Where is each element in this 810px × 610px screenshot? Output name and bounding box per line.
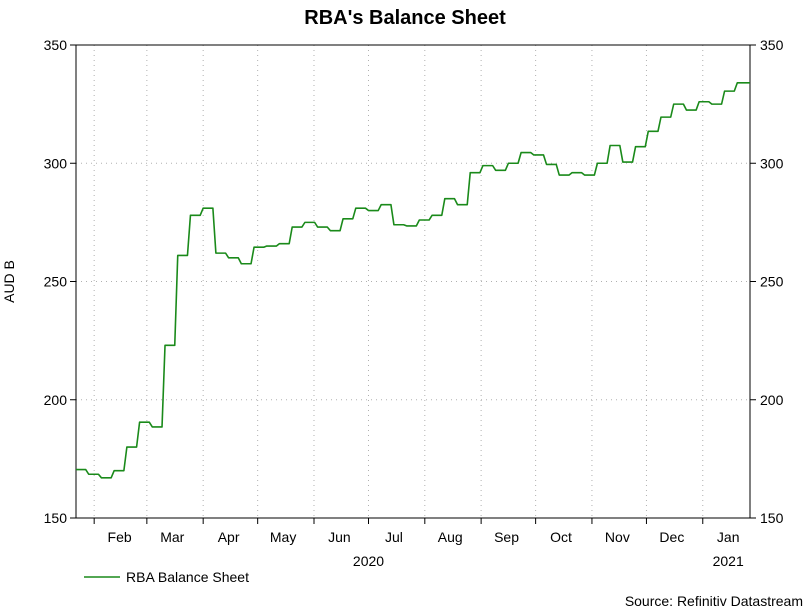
x-tick-label: Oct — [550, 529, 572, 545]
y-tick-label-right: 150 — [760, 510, 784, 526]
x-tick-label: Sep — [494, 529, 519, 545]
x-tick-label: Jan — [717, 529, 740, 545]
y-tick-label-right: 200 — [760, 392, 784, 408]
x-year-label: 2020 — [353, 553, 384, 569]
y-tick-label-right: 300 — [760, 155, 784, 171]
x-tick-label: Nov — [605, 529, 630, 545]
x-tick-label: Dec — [659, 529, 684, 545]
y-tick-label-left: 350 — [44, 37, 68, 53]
x-year-label: 2021 — [713, 553, 744, 569]
x-tick-label: Aug — [438, 529, 463, 545]
x-tick-label: Jun — [328, 529, 351, 545]
x-axis-ticks: Feb Mar Apr May Jun Jul Aug Sep Oct Nov Dec Jan 2020… — [93, 518, 744, 569]
y-tick-label-left: 200 — [44, 392, 68, 408]
y-axis-ticks: 150 150 200 200 250 250 300 300 350 350 — [44, 37, 784, 526]
x-tick-label: Jul — [385, 529, 403, 545]
x-tick-label: Mar — [160, 529, 184, 545]
y-tick-label-right: 250 — [760, 274, 784, 290]
chart-title: RBA's Balance Sheet — [304, 7, 506, 29]
y-tick-label-left: 150 — [44, 510, 68, 526]
y-tick-label-right: 350 — [760, 37, 784, 53]
y-axis-label: AUD B — [1, 260, 17, 303]
legend-entry: RBA Balance Sheet — [126, 569, 249, 585]
x-tick-label: May — [270, 529, 296, 545]
series-layer — [76, 82, 750, 479]
x-tick-label: Feb — [108, 529, 132, 545]
source-note: Source: Refinitiv Datastream — [625, 593, 803, 609]
y-tick-label-left: 250 — [44, 274, 68, 290]
series-line — [76, 82, 750, 479]
x-tick-label: Apr — [218, 529, 240, 545]
y-tick-label-left: 300 — [44, 155, 68, 171]
legend: RBA Balance Sheet — [84, 569, 249, 585]
